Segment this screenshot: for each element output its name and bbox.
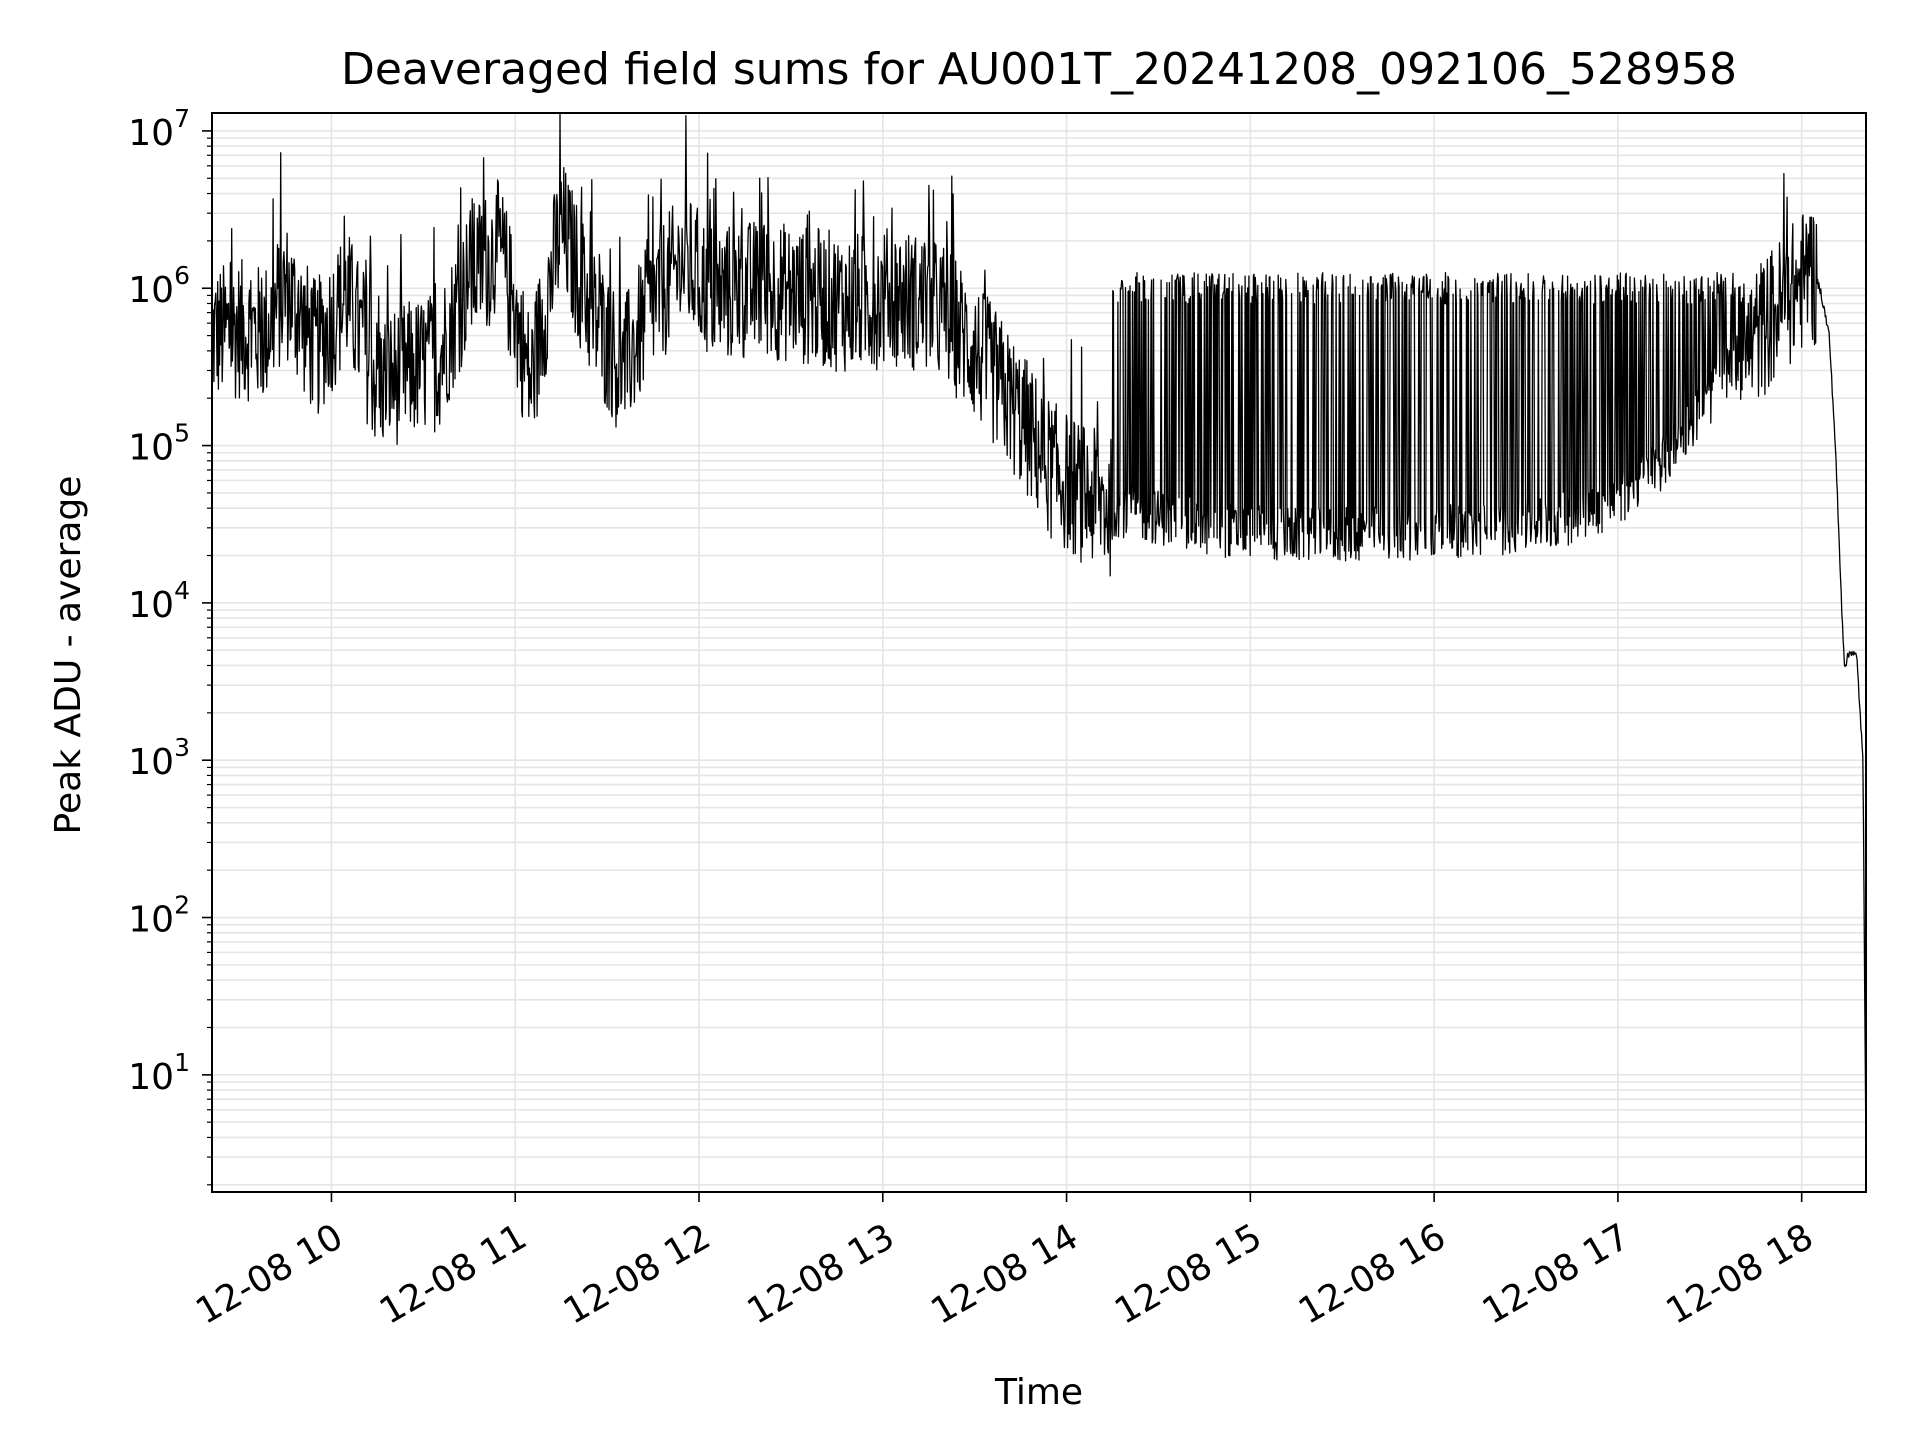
chart-title: Deaveraged field sums for AU001T_2024120… xyxy=(341,44,1737,95)
y-tick-label: 107 xyxy=(128,104,190,154)
y-tick-label: 106 xyxy=(128,261,190,311)
plot-frame xyxy=(211,112,1867,1193)
y-tick-label: 101 xyxy=(128,1048,190,1098)
y-axis-label: Peak ADU - average xyxy=(48,476,89,835)
y-tick-label: 102 xyxy=(128,891,190,941)
data-line-layer xyxy=(211,112,1867,1160)
series-line xyxy=(211,112,1867,1160)
y-tick-label: 105 xyxy=(128,419,190,469)
x-axis-label: Time xyxy=(994,1372,1083,1413)
y-tick-label: 104 xyxy=(128,576,190,626)
y-tick-label: 103 xyxy=(128,733,190,783)
y-axis-ticks: 101 102 103 104 105 106 107 xyxy=(128,104,212,1186)
